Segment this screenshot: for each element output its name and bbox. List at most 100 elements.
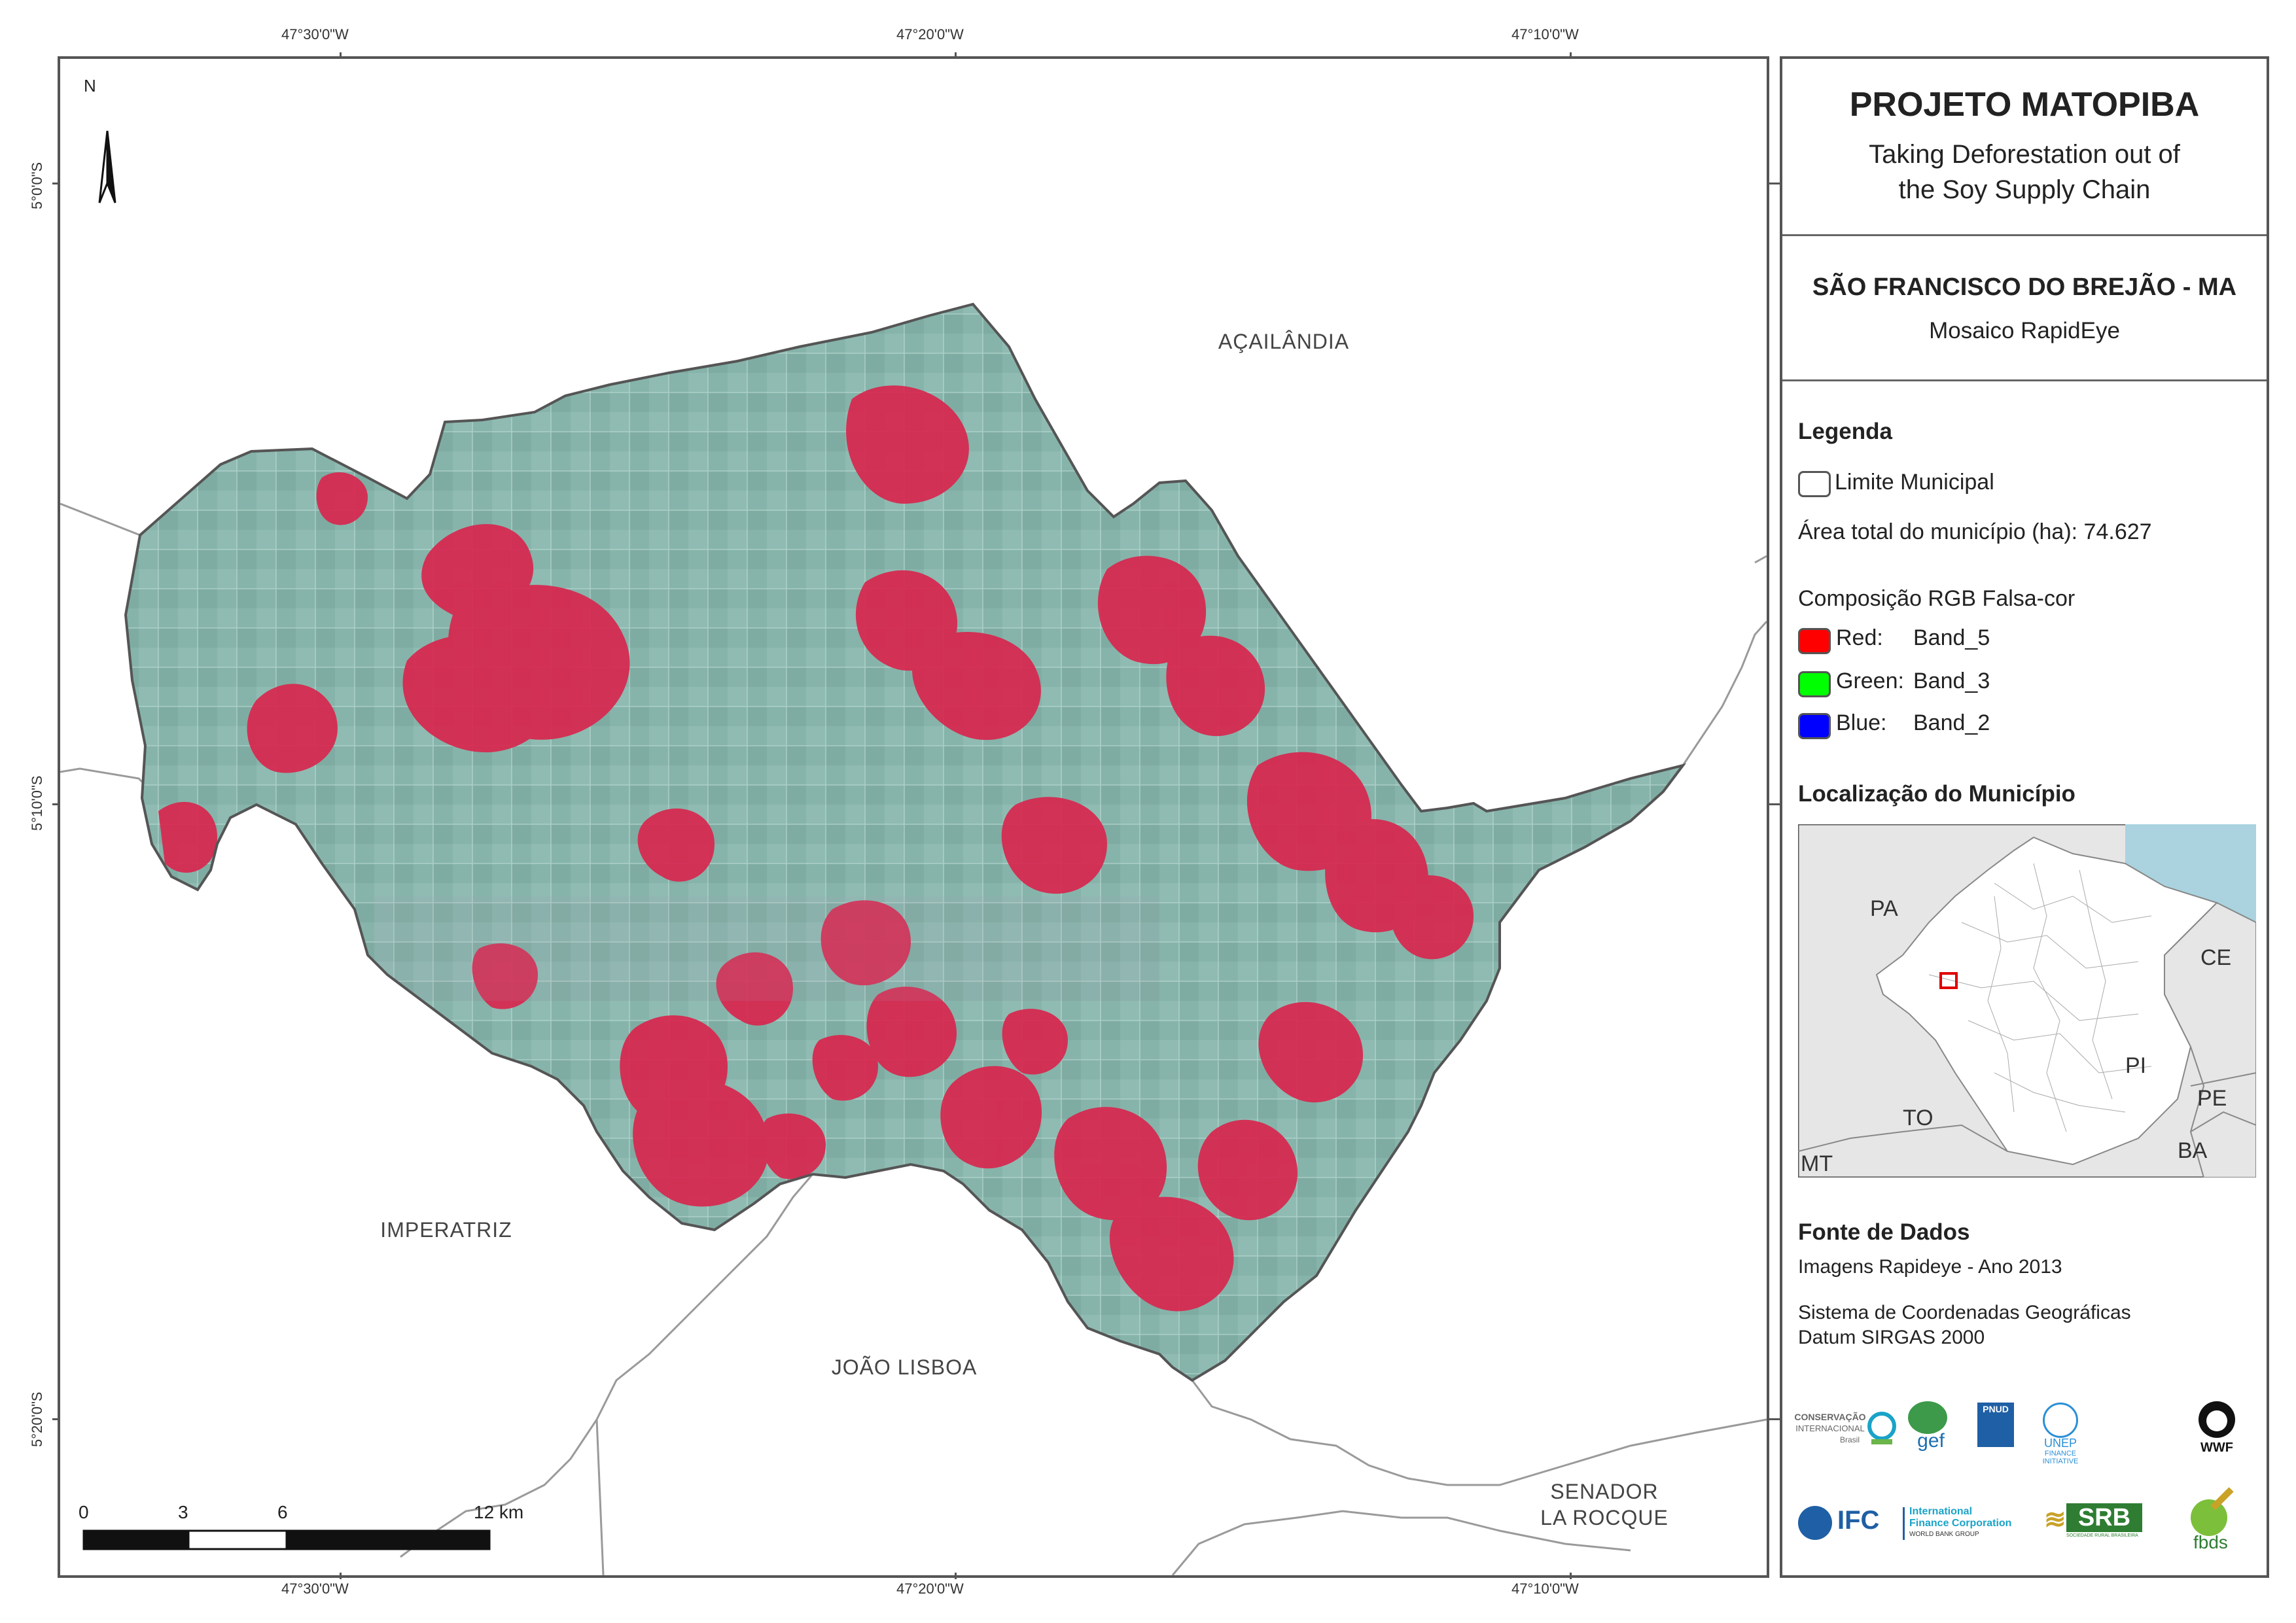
ifc-divider — [1903, 1507, 1905, 1540]
legend-panel: PROJETO MATOPIBA Taking Deforestation ou… — [1780, 56, 2269, 1578]
tick-mark — [340, 52, 342, 59]
composicao-label: Composição RGB Falsa-cor — [1798, 586, 2075, 611]
ci-text-1: CONSERVAÇÃO — [1794, 1412, 1866, 1422]
tick-mark — [1570, 52, 1572, 59]
band-green-label: Green: — [1836, 669, 1904, 693]
logo-ifc[interactable]: IFC International Finance Corporation WO… — [1798, 1505, 2034, 1550]
logo-fbds[interactable]: fbds — [2180, 1487, 2252, 1554]
logo-gef[interactable]: gef — [1903, 1401, 1955, 1454]
project-title: PROJETO MATOPIBA — [1849, 86, 2200, 124]
tick-mark — [955, 52, 957, 59]
fonte-line-2: Sistema de Coordenadas Geográficas — [1798, 1302, 2131, 1323]
location-inset-map[interactable]: PA CE PI PE TO BA MT — [1798, 824, 2256, 1178]
localizacao-heading: Localização do Município — [1798, 781, 2075, 807]
scale-bar — [82, 1529, 491, 1550]
fbds-text: fbds — [2193, 1532, 2228, 1552]
logo-conservacao-internacional[interactable]: CONSERVAÇÃO INTERNACIONAL Brasil — [1794, 1405, 1896, 1451]
state-pi: PI — [2125, 1053, 2146, 1078]
fonte-heading: Fonte de Dados — [1798, 1219, 1970, 1245]
fonte-line-3: Datum SIRGAS 2000 — [1798, 1327, 1985, 1348]
coord-top-1: 47°30'0"W — [281, 26, 349, 43]
band-red-swatch — [1798, 628, 1831, 654]
divider — [1782, 234, 2267, 236]
ifc-globe-icon — [1798, 1506, 1832, 1540]
srb-sub-text: SOCIEDADE RURAL BRASILEIRA — [2066, 1533, 2138, 1538]
fonte-line-1: Imagens Rapideye - Ano 2013 — [1798, 1256, 2062, 1278]
ifc-text-1: International — [1909, 1506, 1973, 1517]
tick-mark — [1767, 1418, 1780, 1420]
limite-municipal-swatch — [1798, 471, 1831, 497]
unep-text-1: UNEP — [2043, 1437, 2077, 1450]
place-label-acailandia: AÇAILÂNDIA — [1218, 330, 1350, 353]
coord-left-2: 5°10'0"S — [29, 775, 45, 831]
gef-globe-icon — [1908, 1401, 1947, 1434]
project-subtitle-2: the Soy Supply Chain — [1898, 175, 2151, 204]
ci-text-2: INTERNACIONAL — [1795, 1423, 1865, 1433]
map-canvas[interactable] — [60, 59, 1767, 1575]
tick-mark — [955, 1573, 957, 1579]
coord-bottom-1: 47°30'0"W — [281, 1580, 349, 1597]
municipality-title: SÃO FRANCISCO DO BREJÃO - MA — [1812, 273, 2237, 301]
north-label: N — [84, 76, 96, 96]
state-to: TO — [1903, 1106, 1934, 1130]
area-total-label: Área total do município (ha): 74.627 — [1798, 519, 2152, 544]
panda-face — [2206, 1410, 2227, 1431]
scale-label-0: 0 — [79, 1502, 89, 1522]
band-green-swatch — [1798, 671, 1831, 697]
state-ce: CE — [2200, 945, 2231, 970]
ifc-text-2: Finance Corporation — [1909, 1518, 2012, 1529]
logo-unep-fi[interactable]: UNEP FINANCE INITIATIVE — [2031, 1403, 2090, 1468]
ifc-text: IFC — [1837, 1506, 1880, 1535]
legend-heading: Legenda — [1798, 419, 1892, 444]
place-label-senador: SENADOR — [1550, 1480, 1659, 1503]
mosaic-label: Mosaico RapidEye — [1929, 318, 2120, 343]
tick-mark — [1767, 183, 1780, 184]
project-subtitle-1: Taking Deforestation out of — [1869, 140, 2180, 169]
place-label-la-rocque: LA ROCQUE — [1540, 1506, 1669, 1529]
scale-label-3: 3 — [178, 1502, 188, 1522]
band-red-value: Band_5 — [1913, 625, 1990, 650]
pnud-text: PNUD — [1977, 1403, 2014, 1447]
band-green-value: Band_3 — [1913, 669, 1990, 693]
tick-mark — [340, 1573, 342, 1579]
gef-text: gef — [1917, 1430, 1945, 1452]
coord-top-3: 47°10'0"W — [1511, 26, 1579, 43]
ci-logo-bar — [1871, 1439, 1892, 1444]
fbds-circle-icon — [2191, 1499, 2227, 1536]
logo-srb[interactable]: ≋ SRB SOCIEDADE RURAL BRASILEIRA — [2044, 1501, 2149, 1546]
state-ba: BA — [2178, 1138, 2208, 1163]
tick-mark — [52, 183, 59, 184]
unep-text-2: FINANCE — [2044, 1450, 2077, 1457]
coord-top-2: 47°20'0"W — [896, 26, 964, 43]
ci-logo-icon — [1867, 1412, 1896, 1440]
srb-wheat-icon: ≋ — [2044, 1505, 2066, 1534]
coord-bottom-2: 47°20'0"W — [896, 1580, 964, 1597]
rapideye-mosaic — [126, 304, 1683, 1380]
logo-wwf[interactable]: WWF — [2192, 1401, 2244, 1467]
map-frame[interactable]: N AÇAILÂNDIA IMPERATRIZ JOÃO LISBOA SENA… — [58, 56, 1769, 1578]
band-blue-swatch — [1798, 713, 1831, 739]
location-marker-icon — [1939, 972, 1958, 989]
divider — [1782, 379, 2267, 381]
tick-mark — [1767, 803, 1780, 805]
place-label-joao-lisboa: JOÃO LISBOA — [831, 1355, 978, 1379]
ifc-text-3: WORLD BANK GROUP — [1909, 1531, 1979, 1538]
coord-left-1: 5°0'0"S — [29, 162, 45, 209]
band-blue-label: Blue: — [1836, 710, 1887, 735]
band-blue-value: Band_2 — [1913, 710, 1990, 735]
unep-globe-icon — [2043, 1403, 2078, 1438]
tick-mark — [52, 1418, 59, 1420]
state-pe: PE — [2197, 1086, 2227, 1111]
state-pa: PA — [1870, 896, 1898, 921]
tick-mark — [52, 803, 59, 805]
band-red-label: Red: — [1836, 625, 1883, 650]
logo-pnud[interactable]: PNUD — [1973, 1403, 2019, 1461]
limite-municipal-label: Limite Municipal — [1835, 470, 1994, 495]
coord-bottom-3: 47°10'0"W — [1511, 1580, 1579, 1597]
coord-left-3: 5°20'0"S — [29, 1391, 45, 1447]
srb-text: SRB — [2066, 1503, 2142, 1532]
scale-label-12km: 12 km — [474, 1502, 524, 1522]
place-label-imperatriz: IMPERATRIZ — [380, 1218, 512, 1242]
wwf-text: WWF — [2200, 1440, 2233, 1455]
tick-mark — [1570, 1573, 1572, 1579]
